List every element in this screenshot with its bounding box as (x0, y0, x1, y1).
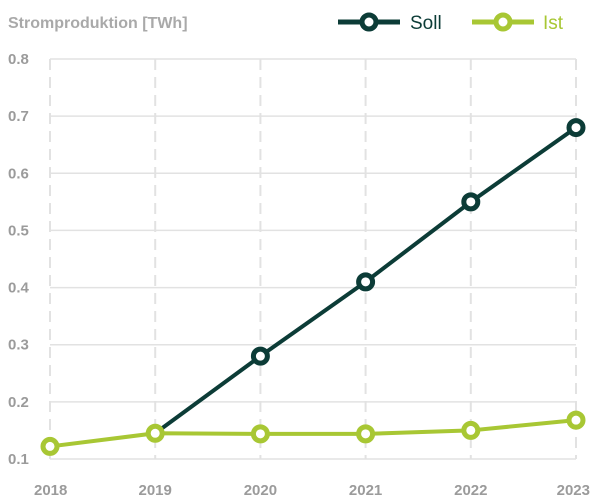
data-point-soll (356, 272, 376, 292)
x-tick-label: 2018 (34, 482, 67, 499)
y-tick-label: 0.5 (8, 222, 29, 239)
y-tick-label: 0.2 (8, 394, 29, 411)
y-tick-label: 0.7 (8, 108, 29, 125)
data-point-soll (250, 346, 270, 366)
data-point-soll (461, 192, 481, 212)
series-line-ist (49, 418, 577, 449)
y-tick-label: 0.4 (8, 280, 30, 297)
legend: Soll Ist (338, 12, 564, 34)
series-points (40, 118, 586, 456)
x-tick-label: 2022 (454, 482, 487, 499)
x-tick-labels: 2018 2019 2020 2021 2022 2023 (34, 482, 590, 499)
legend-label-soll: Soll (410, 13, 442, 34)
x-tick-label: 2021 (349, 482, 382, 499)
data-point-ist (566, 410, 586, 430)
data-point-ist (356, 424, 376, 444)
data-point-ist (250, 424, 270, 444)
x-tick-label: 2023 (557, 482, 590, 499)
y-tick-label: 0.8 (8, 51, 29, 68)
x-tick-label: 2020 (244, 482, 277, 499)
data-point-ist (461, 420, 481, 440)
legend-marker-ist (493, 12, 513, 32)
data-point-ist (145, 423, 165, 443)
y-tick-label: 0.3 (8, 337, 29, 354)
y-axis-title: Stromproduktion [TWh] (8, 15, 188, 32)
y-tick-label: 0.6 (8, 165, 29, 182)
legend-marker-soll (359, 12, 379, 32)
y-tick-labels: 0.1 0.2 0.3 0.4 0.5 0.6 0.7 0.8 (8, 51, 30, 468)
data-point-ist (40, 436, 60, 456)
data-point-soll (566, 118, 586, 138)
grid (49, 58, 577, 460)
y-tick-label: 0.1 (8, 451, 29, 468)
x-tick-label: 2019 (139, 482, 172, 499)
legend-label-ist: Ist (543, 13, 564, 34)
